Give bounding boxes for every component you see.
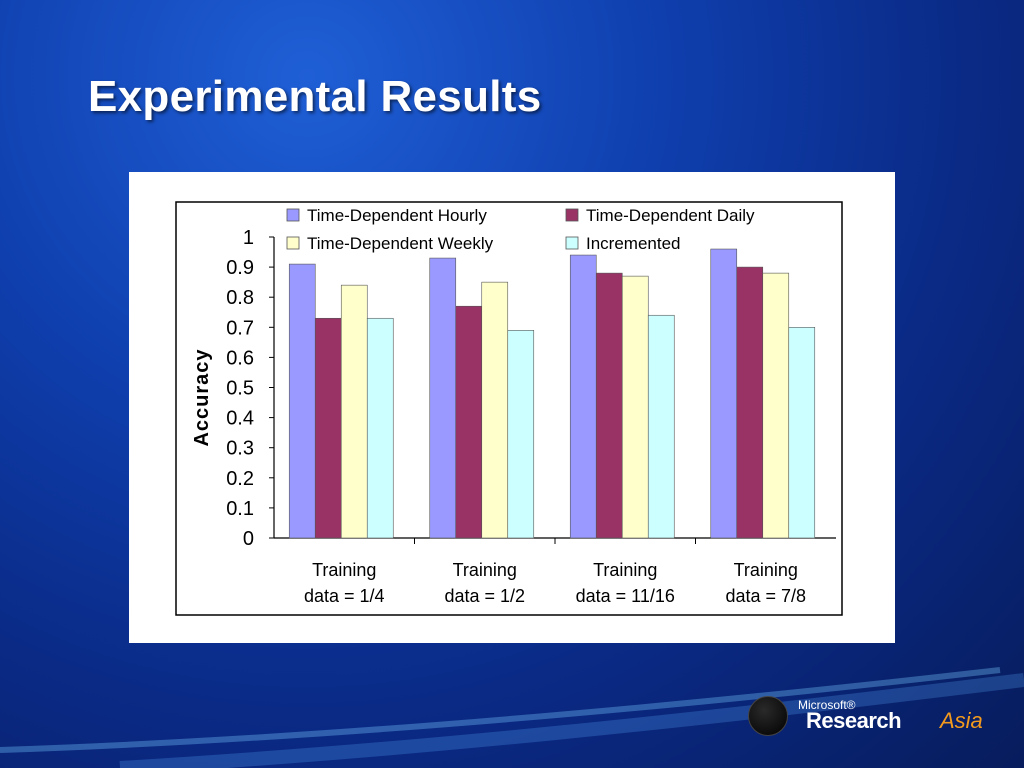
legend-swatch [286,208,300,222]
y-tick-label: 0.7 [226,317,254,339]
y-tick-label: 0.5 [226,378,254,400]
bar-time-dependent-daily-3 [595,272,623,539]
chart-frame [175,201,843,616]
x-category-label: data = 7/8 [725,586,806,606]
bar-time-dependent-hourly-3 [569,254,597,539]
x-category-label: Training [593,560,657,580]
legend-swatch [286,236,300,250]
bar-time-dependent-daily-2 [455,305,483,539]
legend-label: Time-Dependent Daily [586,206,755,225]
bar-time-dependent-daily-1 [314,317,342,539]
microsoft-research-asia-logo: Microsoft® Research Asia [748,694,1008,742]
bar-time-dependent-weekly-4 [762,272,790,539]
bar-incremented-1 [366,317,394,539]
bar-time-dependent-hourly-1 [288,263,316,539]
y-tick-label: 0.6 [226,347,254,369]
y-tick-label: 0 [243,528,254,550]
y-tick-label: 0.9 [226,257,254,279]
logo-research-text: Research [806,708,902,733]
legend-label: Time-Dependent Weekly [307,234,494,253]
accuracy-bar-chart: 0 0.1 0.2 0.3 0.4 0.5 0.6 0.7 0.8 0.9 1 Accuracy Tra… [175,201,843,616]
x-category-label: data = 1/4 [304,586,385,606]
legend-label: Time-Dependent Hourly [307,206,487,225]
y-tick-label: 0.8 [226,287,254,309]
bar-incremented-2 [507,330,535,539]
legend-swatch [565,236,579,250]
slide-title: Experimental Results [88,72,542,121]
bar-incremented-4 [788,327,816,539]
bar-time-dependent-weekly-3 [621,275,649,539]
y-tick-label: 0.2 [226,468,254,490]
bar-incremented-3 [647,314,675,539]
x-category-label: data = 11/16 [576,586,675,606]
x-category-label: Training [312,560,376,580]
bar-time-dependent-weekly-2 [481,281,509,539]
y-tick-label: 0.1 [226,498,254,520]
legend-swatch [565,208,579,222]
y-tick-label: 0.3 [226,438,254,460]
legend-label: Incremented [586,234,681,253]
x-category-label: Training [734,560,798,580]
bar-time-dependent-hourly-2 [429,257,457,539]
x-category-label: Training [453,560,517,580]
bar-time-dependent-daily-4 [736,266,764,539]
y-tick-label: 0.4 [226,408,254,430]
y-tick-label: 1 [243,227,254,249]
logo-asia-text: Asia [940,708,983,733]
logo-badge-icon [748,696,788,736]
bar-time-dependent-hourly-4 [710,248,738,539]
x-category-label: data = 1/2 [444,586,525,606]
logo-microsoft-text: Microsoft® [798,698,856,712]
y-axis-title: Accuracy [191,348,213,446]
chart-panel: 0 0.1 0.2 0.3 0.4 0.5 0.6 0.7 0.8 0.9 1 Accuracy Tra… [129,172,895,643]
bar-time-dependent-weekly-1 [340,284,368,539]
